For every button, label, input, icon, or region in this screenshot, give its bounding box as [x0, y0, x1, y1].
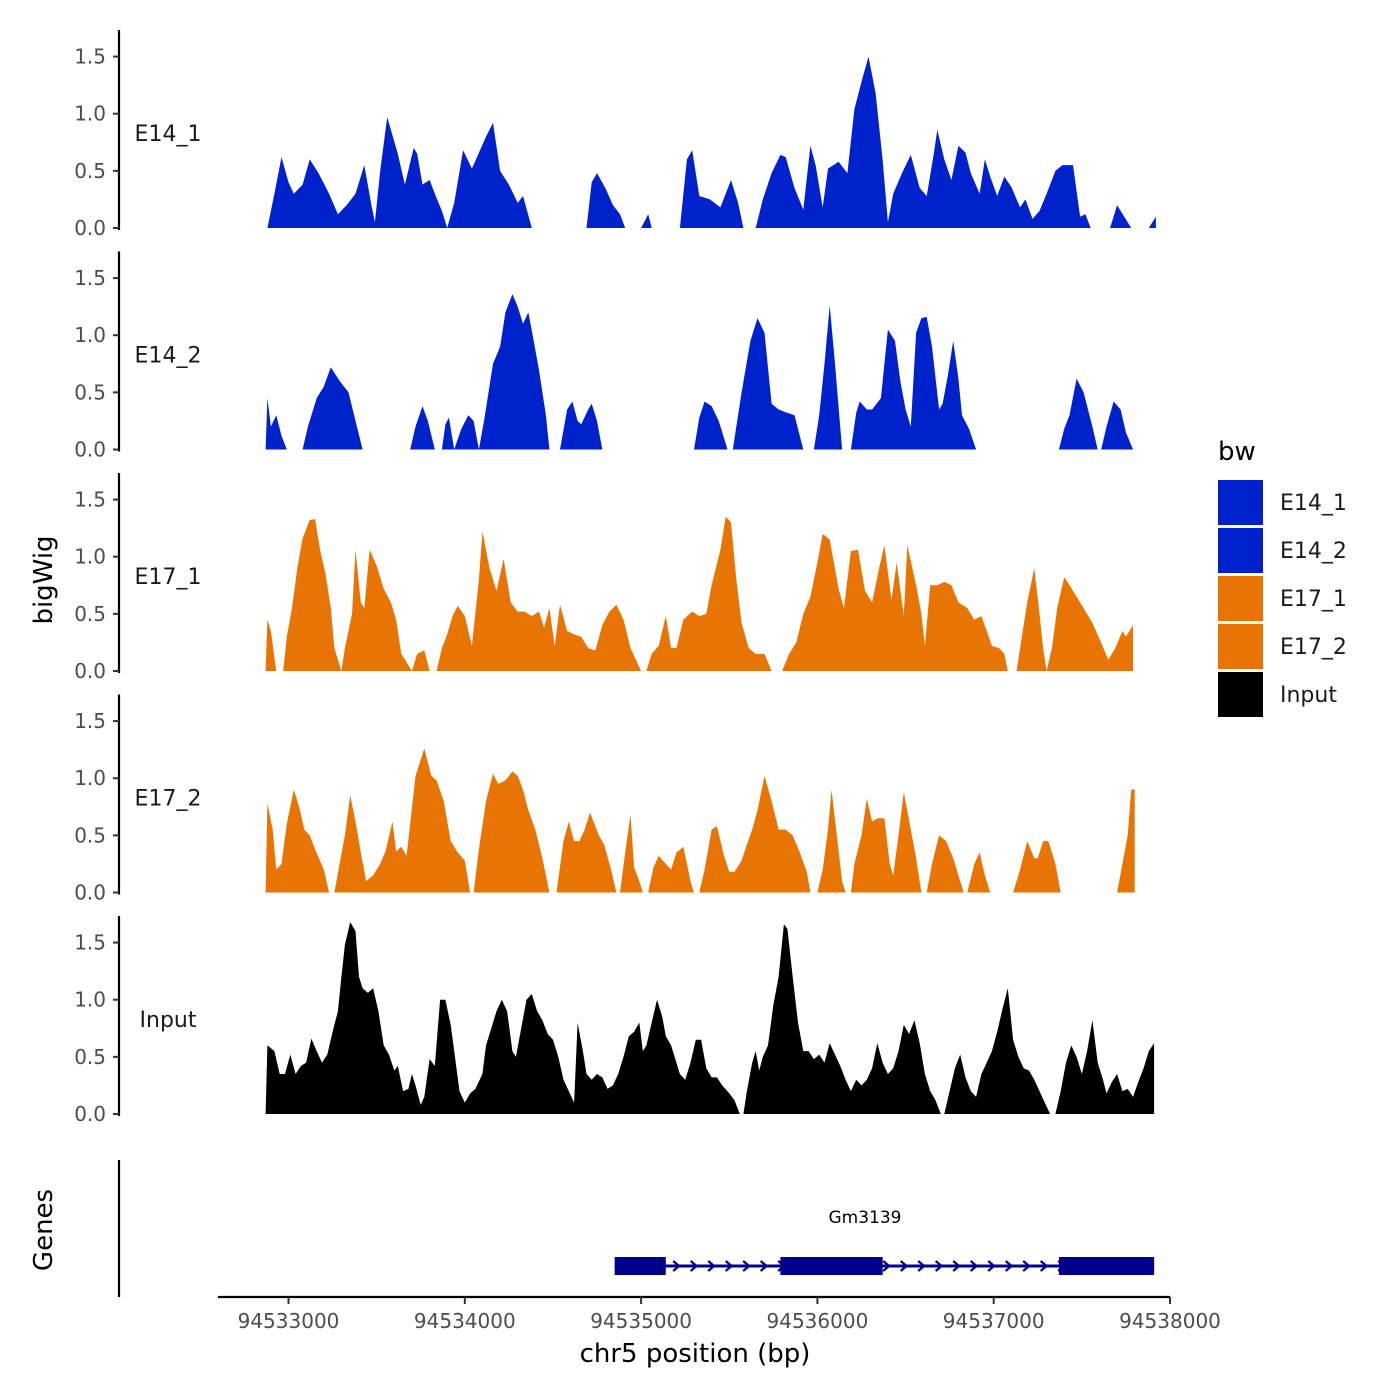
coverage-area-E17_2 — [265, 748, 1135, 893]
y-tick-label: 0.0 — [74, 1102, 106, 1126]
strand-arrow — [1039, 1260, 1049, 1272]
y-tick-label: 1.0 — [74, 545, 106, 569]
strand-arrow — [724, 1260, 734, 1272]
strand-arrow — [899, 1260, 909, 1272]
track-label-E14_1: E14_1 — [135, 122, 202, 147]
legend-swatch-E14_1 — [1218, 480, 1263, 525]
y-axis-title: bigWig — [29, 535, 59, 624]
track-E14_1: 0.0 0.5 1.0 1.5 E14_1 — [74, 30, 1156, 240]
y-tick-label: 0.0 — [74, 659, 106, 683]
strand-arrow — [759, 1260, 769, 1272]
strand-arrow — [672, 1260, 681, 1272]
x-tick-label: 94534000 — [414, 1309, 516, 1333]
strand-arrow — [987, 1260, 996, 1272]
legend: bw E14_1 E14_2 E17_1 E17_2 Input — [1218, 437, 1347, 717]
track-label-E17_2: E17_2 — [135, 787, 202, 812]
coverage-area-E14_2 — [265, 294, 1134, 450]
genes-track: Gm3139 — [117, 1160, 1155, 1297]
gene-exon — [780, 1257, 883, 1275]
x-axis: 94533000 94534000 94535000 94536000 94537000… — [218, 1295, 1221, 1333]
y-tick-label: 0.5 — [74, 159, 106, 183]
legend-swatch-Input — [1218, 672, 1263, 717]
x-axis-title: chr5 position (bp) — [580, 1339, 811, 1369]
strand-arrow — [969, 1260, 979, 1272]
y-tick-label: 1.5 — [74, 266, 106, 290]
strand-arrow — [689, 1260, 699, 1272]
y-tick-label: 0.5 — [74, 1045, 106, 1069]
track-E17_1: 0.0 0.5 1.0 1.5 E17_1 — [74, 473, 1134, 683]
y-tick-label: 1.5 — [74, 488, 106, 512]
track-label-E17_1: E17_1 — [135, 565, 202, 590]
y-tick-label: 1.0 — [74, 323, 106, 347]
strand-arrow — [1022, 1260, 1031, 1272]
coverage-area-E17_1 — [265, 516, 1134, 671]
legend-label-E14_1: E14_1 — [1280, 491, 1347, 516]
track-Input: 0.0 0.5 1.0 1.5 Input — [74, 916, 1155, 1126]
track-E14_2: 0.0 0.5 1.0 1.5 E14_2 — [74, 251, 1134, 462]
legend-label-E14_2: E14_2 — [1280, 539, 1347, 564]
legend-label-Input: Input — [1280, 683, 1337, 708]
x-tick-label: 94536000 — [767, 1309, 869, 1333]
strand-arrow — [917, 1260, 926, 1272]
y-tick-label: 0.5 — [74, 823, 106, 847]
coverage-area-Input — [265, 922, 1155, 1114]
y-tick-label: 0.0 — [74, 216, 106, 240]
legend-title: bw — [1218, 437, 1256, 467]
legend-swatch-E17_2 — [1218, 624, 1263, 669]
y-tick-label: 1.0 — [74, 988, 106, 1012]
coverage-area-E14_1 — [267, 56, 1156, 228]
gene-label: Gm3139 — [829, 1208, 902, 1228]
y-tick-label: 0.5 — [74, 380, 106, 404]
strand-arrow — [882, 1260, 891, 1272]
gene-Gm3139: Gm3139 — [614, 1208, 1155, 1275]
gene-exon — [1058, 1257, 1155, 1275]
legend-swatch-E17_1 — [1218, 576, 1263, 621]
strand-arrow — [1004, 1260, 1014, 1272]
legend-label-E17_1: E17_1 — [1280, 587, 1347, 612]
strand-arrow — [707, 1260, 716, 1272]
coverage-tracks: 0.0 0.5 1.0 1.5 E14_1 0.0 0.5 1.0 1.5 E14_2 0.0 0.5… — [74, 30, 1156, 1126]
y-tick-label: 0.0 — [74, 881, 106, 905]
track-label-E14_2: E14_2 — [135, 344, 202, 369]
y-tick-label: 1.0 — [74, 766, 106, 790]
track-E17_2: 0.0 0.5 1.0 1.5 E17_2 — [74, 694, 1135, 905]
x-tick-label: 94533000 — [238, 1309, 340, 1333]
y-tick-label: 0.0 — [74, 438, 106, 462]
x-tick-label: 94538000 — [1119, 1309, 1221, 1333]
x-tick-label: 94535000 — [590, 1309, 692, 1333]
track-label-Input: Input — [140, 1008, 197, 1033]
y-tick-label: 1.0 — [74, 102, 106, 126]
x-tick-label: 94537000 — [943, 1309, 1045, 1333]
legend-swatch-E14_2 — [1218, 528, 1263, 573]
gene-exon — [614, 1257, 666, 1275]
y-tick-label: 1.5 — [74, 709, 106, 733]
y-tick-label: 0.5 — [74, 602, 106, 626]
genes-axis-title: Genes — [29, 1189, 59, 1271]
y-tick-label: 1.5 — [74, 45, 106, 69]
strand-arrow — [952, 1260, 961, 1272]
strand-arrow — [934, 1260, 944, 1272]
legend-label-E17_2: E17_2 — [1280, 635, 1347, 660]
y-tick-label: 1.5 — [74, 931, 106, 955]
strand-arrow — [742, 1260, 751, 1272]
